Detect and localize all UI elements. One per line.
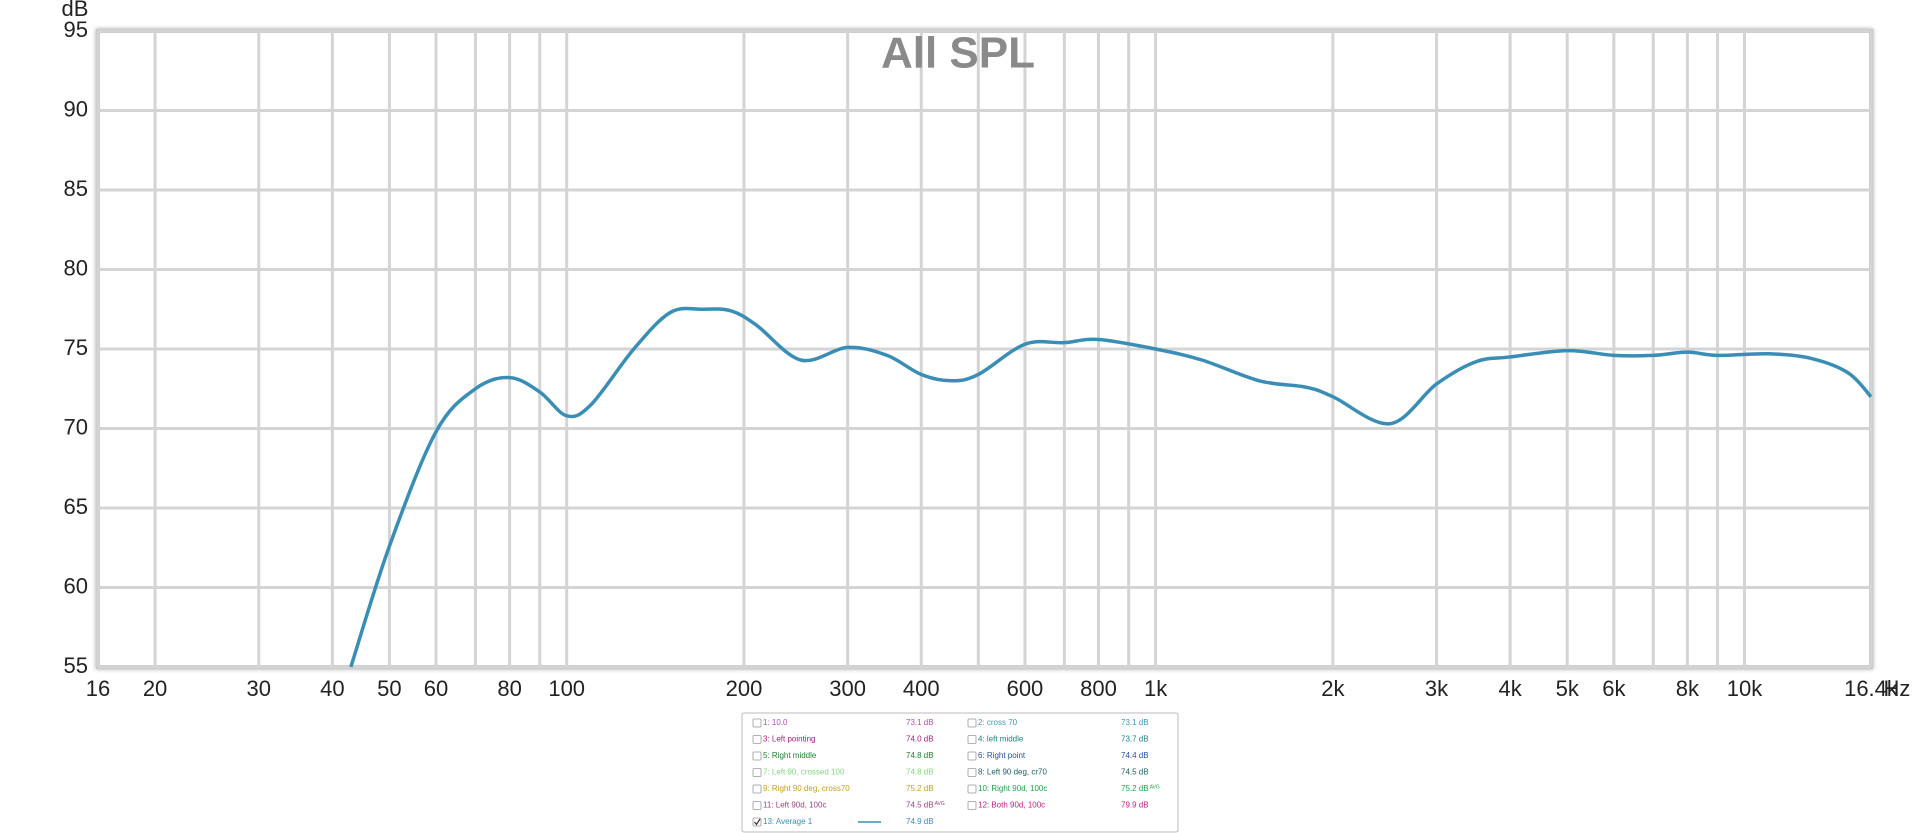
x-unit: Hz (1884, 676, 1911, 701)
legend-value: 75.2 dB (1121, 784, 1149, 793)
legend-value: 74.9 dB (906, 817, 934, 826)
legend-item: 12: Both 90d, 100c 79.9 dB (967, 801, 1149, 810)
legend-item: 11: Left 90d, 100c 74.5 dB AVG (752, 801, 945, 810)
x-tick-label: 3k (1425, 676, 1449, 701)
checkbox[interactable] (967, 751, 977, 761)
y-tick-label: 55 (64, 653, 88, 678)
x-tick-label: 16 (86, 676, 110, 701)
legend-item: 2: cross 70 73.1 dB (967, 718, 1149, 728)
legend-item: 8: Left 90 deg, cr70 74.5 dB (967, 768, 1149, 777)
legend-name: 13: Average 1 (763, 817, 813, 826)
checkbox[interactable] (967, 735, 977, 744)
checkbox[interactable] (967, 801, 977, 810)
y-tick-label: 95 (64, 17, 88, 42)
legend-value: 79.9 dB (1121, 801, 1149, 810)
x-tick-label: 80 (497, 676, 521, 701)
x-tick-label: 6k (1602, 676, 1626, 701)
legend-box (741, 712, 1179, 833)
y-axis-label: dB (62, 0, 89, 21)
legend-name: 3: Left pointing (763, 735, 815, 744)
y-tick-label: 85 (64, 176, 88, 201)
chart-title: All SPL (881, 29, 1035, 78)
legend-name: 10: Right 90d, 100c (978, 784, 1047, 793)
legend-value: 73.7 dB (1121, 735, 1149, 744)
checkbox[interactable] (752, 801, 762, 810)
legend-item: 6: Right point 74.4 dB (967, 751, 1149, 761)
check-mark (754, 818, 761, 826)
x-tick-label: 1k (1144, 676, 1168, 701)
legend-name: 8: Left 90 deg, cr70 (978, 768, 1047, 777)
legend-item: 10: Right 90d, 100c 75.2 dB AVG (967, 784, 1160, 794)
y-tick-label: 60 (64, 573, 88, 598)
legend-value: 74.8 dB (906, 768, 934, 777)
checkbox[interactable] (967, 768, 977, 777)
legend-name: 4: left middle (978, 735, 1024, 744)
x-tick-label: 50 (377, 676, 401, 701)
x-tick-label: 10k (1727, 676, 1763, 701)
legend-value: 75.2 dB (906, 784, 934, 793)
x-tick-label: 100 (548, 676, 585, 701)
checkbox[interactable] (752, 751, 762, 761)
legend-value: 74.4 dB (1121, 751, 1149, 760)
checkbox[interactable] (967, 784, 977, 794)
legend-value: 73.1 dB (1121, 718, 1149, 727)
legend-name: 5: Right middle (763, 751, 817, 760)
legend-name: 2: cross 70 (978, 718, 1018, 727)
legend-name: 6: Right point (978, 751, 1026, 760)
x-tick-label: 4k (1499, 676, 1523, 701)
legend-name: 1: 10.0 (763, 718, 788, 727)
legend-item: 5: Right middle 74.8 dB (752, 751, 934, 761)
y-tick-label: 65 (64, 494, 88, 519)
legend-value: 73.1 dB (906, 718, 934, 727)
x-tick-label: 20 (143, 676, 167, 701)
legend-name: 9: Right 90 deg, cross70 (763, 784, 850, 793)
x-tick-label: 800 (1080, 676, 1117, 701)
legend: 1: 10.0 73.1 dB 2: cross 70 73.1 dB 3: Left … (752, 718, 1160, 827)
checkbox[interactable] (752, 718, 762, 728)
legend-value: 74.5 dB (1121, 768, 1149, 777)
checkbox[interactable] (752, 735, 762, 744)
x-tick-label: 30 (247, 676, 271, 701)
legend-value: 74.0 dB (906, 735, 934, 744)
checkbox[interactable] (967, 718, 977, 728)
x-tick-label: 8k (1676, 676, 1700, 701)
checkbox[interactable] (752, 768, 762, 777)
x-tick-label: 60 (424, 676, 448, 701)
x-tick-label: 600 (1007, 676, 1044, 701)
y-tick-label: 75 (64, 335, 88, 360)
x-tick-label: 300 (829, 676, 866, 701)
x-tick-label: 16.4k (1844, 676, 1899, 701)
legend-item: 13: Average 1 74.9 dB (752, 817, 934, 827)
spl-line (349, 306, 1873, 668)
x-tick-label: 2k (1321, 676, 1345, 701)
legend-note: AVG (935, 801, 945, 807)
legend-item: 1: 10.0 73.1 dB (752, 718, 934, 728)
y-tick-label: 80 (64, 255, 88, 280)
legend-value: 74.8 dB (906, 751, 934, 760)
legend-name: 7: Left 90, crossed 100 (763, 768, 845, 777)
x-tick-label: 400 (903, 676, 940, 701)
y-tick-label: 70 (64, 414, 88, 439)
y-tick-label: 90 (64, 96, 88, 121)
checkbox[interactable] (752, 784, 762, 794)
legend-name: 12: Both 90d, 100c (978, 801, 1045, 810)
legend-item: 4: left middle 73.7 dB (967, 735, 1149, 744)
legend-value: 74.5 dB (906, 801, 934, 810)
legend-note: AVG (1150, 784, 1160, 790)
x-tick-label: 5k (1556, 676, 1580, 701)
legend-name: 11: Left 90d, 100c (763, 801, 826, 810)
legend-item: 7: Left 90, crossed 100 74.8 dB (752, 768, 934, 777)
legend-item: 3: Left pointing 74.0 dB (752, 735, 934, 744)
legend-item: 9: Right 90 deg, cross70 75.2 dB (752, 784, 934, 794)
x-tick-label: 200 (726, 676, 763, 701)
x-tick-label: 40 (320, 676, 344, 701)
